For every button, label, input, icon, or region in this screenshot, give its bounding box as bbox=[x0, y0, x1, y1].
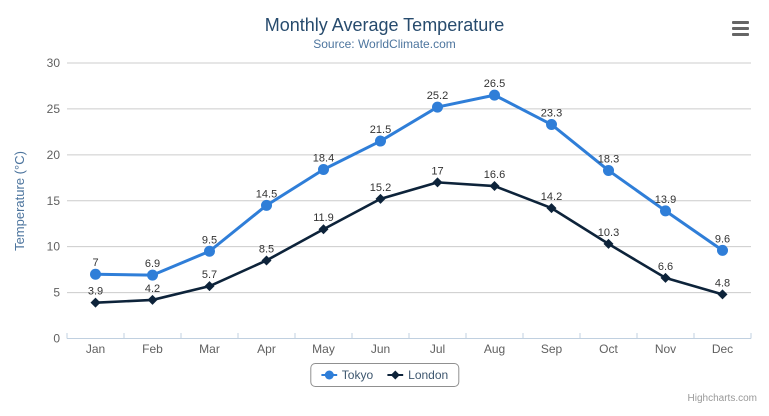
data-label: 21.5 bbox=[370, 124, 391, 136]
data-label: 8.5 bbox=[259, 243, 274, 255]
x-axis-label: Oct bbox=[599, 342, 618, 356]
data-point-london[interactable] bbox=[204, 281, 215, 292]
export-menu-button[interactable] bbox=[732, 21, 749, 36]
y-axis-label: 20 bbox=[47, 148, 61, 162]
data-label: 15.2 bbox=[370, 182, 391, 194]
data-label: 11.9 bbox=[313, 212, 334, 224]
data-label: 6.9 bbox=[145, 258, 160, 270]
hamburger-icon bbox=[732, 33, 749, 36]
y-axis-label: 30 bbox=[47, 56, 61, 70]
x-axis-label: May bbox=[312, 342, 335, 356]
legend: Tokyo London bbox=[309, 363, 460, 387]
data-point-london[interactable] bbox=[660, 272, 671, 283]
chart-subtitle: Source: WorldClimate.com bbox=[313, 37, 456, 51]
data-label: 14.5 bbox=[256, 188, 277, 200]
data-point-tokyo[interactable] bbox=[375, 135, 386, 147]
data-label: 26.5 bbox=[484, 78, 505, 90]
data-label: 3.9 bbox=[88, 286, 103, 298]
data-label: 25.2 bbox=[427, 90, 448, 102]
data-label: 7 bbox=[92, 257, 98, 269]
y-axis-label: 0 bbox=[53, 332, 60, 346]
data-point-tokyo[interactable] bbox=[660, 205, 671, 217]
data-label: 10.3 bbox=[598, 227, 619, 239]
data-label: 17 bbox=[431, 165, 443, 177]
x-axis-label: Jan bbox=[86, 342, 105, 356]
y-axis-label: 25 bbox=[47, 102, 61, 116]
chart-title: Monthly Average Temperature bbox=[264, 15, 505, 35]
legend-label-tokyo: Tokyo bbox=[341, 368, 374, 382]
legend-label-london: London bbox=[408, 368, 449, 382]
hamburger-icon bbox=[732, 27, 749, 30]
x-axis-label: Feb bbox=[142, 342, 163, 356]
x-axis-label: Dec bbox=[712, 342, 733, 356]
data-point-london[interactable] bbox=[261, 255, 272, 266]
series-line-tokyo[interactable] bbox=[94, 93, 724, 277]
data-point-tokyo[interactable] bbox=[717, 244, 728, 256]
data-point-tokyo[interactable] bbox=[489, 89, 500, 101]
data-point-london[interactable] bbox=[489, 181, 500, 192]
y-axis-label: 5 bbox=[53, 286, 60, 300]
data-label: 13.9 bbox=[655, 194, 676, 206]
data-label: 23.3 bbox=[541, 108, 562, 120]
data-point-tokyo[interactable] bbox=[318, 164, 329, 176]
x-axis-label: Mar bbox=[199, 342, 220, 356]
legend-item-tokyo[interactable]: Tokyo bbox=[320, 368, 374, 382]
data-point-london[interactable] bbox=[90, 297, 101, 308]
data-label: 9.5 bbox=[202, 234, 217, 246]
data-point-tokyo[interactable] bbox=[147, 269, 158, 281]
series-line-london[interactable] bbox=[94, 181, 724, 304]
x-axis-label: Nov bbox=[655, 342, 676, 356]
data-point-london[interactable] bbox=[432, 177, 443, 188]
london-marker-icon bbox=[387, 370, 404, 380]
data-point-london[interactable] bbox=[375, 193, 386, 204]
data-label: 9.6 bbox=[715, 233, 730, 245]
x-axis-label: Jul bbox=[430, 342, 445, 356]
x-axis-label: Aug bbox=[484, 342, 505, 356]
y-axis-label: 10 bbox=[47, 240, 61, 254]
data-point-london[interactable] bbox=[147, 294, 158, 305]
credits-link[interactable]: Highcharts.com bbox=[687, 393, 757, 404]
x-axis-label: Apr bbox=[257, 342, 276, 356]
x-axis-label: Sep bbox=[541, 342, 563, 356]
data-point-tokyo[interactable] bbox=[603, 164, 614, 176]
data-label: 18.4 bbox=[313, 153, 334, 165]
data-point-london[interactable] bbox=[717, 289, 728, 300]
tokyo-marker-icon bbox=[320, 370, 337, 380]
hamburger-icon bbox=[732, 21, 749, 24]
data-point-tokyo[interactable] bbox=[432, 101, 443, 113]
data-point-tokyo[interactable] bbox=[90, 268, 101, 280]
data-label: 6.6 bbox=[658, 261, 673, 273]
data-point-london[interactable] bbox=[603, 238, 614, 249]
data-label: 16.6 bbox=[484, 169, 505, 181]
data-point-tokyo[interactable] bbox=[546, 119, 557, 131]
x-axis-label: Jun bbox=[371, 342, 390, 356]
data-label: 4.8 bbox=[715, 277, 730, 289]
y-axis-title: Temperature (°C) bbox=[12, 151, 27, 251]
data-label: 5.7 bbox=[202, 269, 217, 281]
data-point-london[interactable] bbox=[546, 203, 557, 214]
data-point-tokyo[interactable] bbox=[261, 199, 272, 211]
data-label: 4.2 bbox=[145, 283, 160, 295]
legend-item-london[interactable]: London bbox=[387, 368, 448, 382]
data-point-london[interactable] bbox=[318, 224, 329, 235]
y-axis-label: 15 bbox=[47, 194, 61, 208]
data-point-tokyo[interactable] bbox=[204, 245, 215, 257]
data-label: 18.3 bbox=[598, 153, 619, 165]
data-label: 14.2 bbox=[541, 191, 562, 203]
